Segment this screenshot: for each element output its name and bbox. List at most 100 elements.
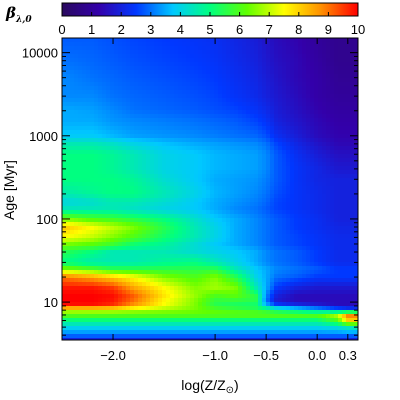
heatmap-cell	[138, 226, 143, 231]
heatmap-cell	[78, 238, 83, 243]
heatmap-cell	[66, 222, 71, 227]
heatmap-cell	[238, 178, 243, 183]
heatmap-cell	[258, 110, 263, 115]
heatmap-cell	[210, 118, 215, 123]
heatmap-cell	[346, 114, 351, 119]
heatmap-cell	[106, 130, 111, 135]
heatmap-cell	[326, 238, 331, 243]
heatmap-cell	[306, 126, 311, 131]
heatmap-cell	[138, 70, 143, 75]
heatmap-cell	[62, 222, 67, 227]
heatmap-cell	[350, 94, 355, 99]
heatmap-cell	[350, 114, 355, 119]
heatmap-cell	[338, 86, 343, 91]
heatmap-cell	[326, 54, 331, 59]
heatmap-cell	[198, 66, 203, 71]
heatmap-cell	[214, 170, 219, 175]
heatmap-cell	[314, 110, 319, 115]
heatmap-cell	[118, 70, 123, 75]
heatmap-cell	[318, 266, 323, 271]
heatmap-cell	[90, 126, 95, 131]
heatmap-cell	[178, 78, 183, 83]
heatmap-cell	[206, 118, 211, 123]
heatmap-cell	[186, 190, 191, 195]
heatmap-cell	[114, 230, 119, 235]
heatmap-cell	[158, 42, 163, 47]
heatmap-cell	[186, 210, 191, 215]
heatmap-cell	[266, 174, 271, 179]
heatmap-cell	[250, 178, 255, 183]
heatmap-cell	[226, 250, 231, 255]
heatmap-cell	[154, 62, 159, 67]
heatmap-cell	[294, 218, 299, 223]
heatmap-cell	[218, 178, 223, 183]
heatmap-cell	[250, 138, 255, 143]
heatmap-cell	[330, 146, 335, 151]
heatmap-cell	[278, 58, 283, 63]
heatmap-cell	[150, 222, 155, 227]
heatmap-cell	[86, 74, 91, 79]
heatmap-cell	[266, 238, 271, 243]
heatmap-cell	[318, 298, 323, 303]
heatmap-cell	[62, 114, 67, 119]
heatmap-cell	[110, 186, 115, 191]
heatmap-cell	[74, 42, 79, 47]
heatmap-cell	[62, 154, 67, 159]
heatmap-cell	[82, 110, 87, 115]
heatmap-cell	[90, 294, 95, 299]
heatmap-cell	[98, 54, 103, 59]
heatmap-cell	[322, 246, 327, 251]
heatmap-cell	[290, 166, 295, 171]
heatmap-cell	[322, 194, 327, 199]
heatmap-cell	[214, 54, 219, 59]
heatmap-cell	[190, 114, 195, 119]
heatmap-cell	[218, 106, 223, 111]
heatmap-cell	[210, 210, 215, 215]
heatmap-cell	[306, 226, 311, 231]
heatmap-cell	[186, 282, 191, 287]
heatmap-cell	[234, 182, 239, 187]
heatmap-cell	[350, 202, 355, 207]
heatmap-cell	[262, 266, 267, 271]
heatmap-cell	[222, 62, 227, 67]
heatmap-cell	[206, 230, 211, 235]
heatmap-cell	[342, 62, 347, 67]
heatmap-cell	[354, 218, 359, 223]
heatmap-cell	[186, 258, 191, 263]
heatmap-cell	[350, 154, 355, 159]
heatmap-cell	[290, 58, 295, 63]
heatmap-cell	[126, 122, 131, 127]
heatmap-cell	[166, 94, 171, 99]
heatmap-cell	[306, 166, 311, 171]
heatmap-cell	[70, 94, 75, 99]
heatmap-cell	[214, 46, 219, 51]
heatmap-cell	[142, 246, 147, 251]
heatmap-cell	[178, 190, 183, 195]
heatmap-cell	[186, 138, 191, 143]
heatmap-cell	[202, 38, 207, 43]
heatmap-cell	[218, 226, 223, 231]
heatmap-cell	[186, 214, 191, 219]
heatmap-cell	[338, 246, 343, 251]
heatmap-cell	[242, 90, 247, 95]
heatmap-cell	[150, 94, 155, 99]
heatmap-cell	[266, 46, 271, 51]
heatmap-cell	[302, 170, 307, 175]
heatmap-cell	[298, 162, 303, 167]
heatmap-cell	[78, 94, 83, 99]
heatmap-cell	[126, 150, 131, 155]
heatmap-cell	[230, 178, 235, 183]
heatmap-cell	[274, 50, 279, 55]
heatmap-cell	[106, 290, 111, 295]
heatmap-cell	[310, 266, 315, 271]
heatmap-cell	[206, 74, 211, 79]
heatmap-cell	[170, 302, 175, 307]
heatmap-cell	[278, 238, 283, 243]
heatmap-cell	[226, 138, 231, 143]
heatmap-cell	[314, 254, 319, 259]
heatmap-cell	[174, 70, 179, 75]
heatmap-cell	[270, 126, 275, 131]
heatmap-cell	[86, 194, 91, 199]
heatmap-cell	[246, 210, 251, 215]
heatmap-cell	[190, 178, 195, 183]
